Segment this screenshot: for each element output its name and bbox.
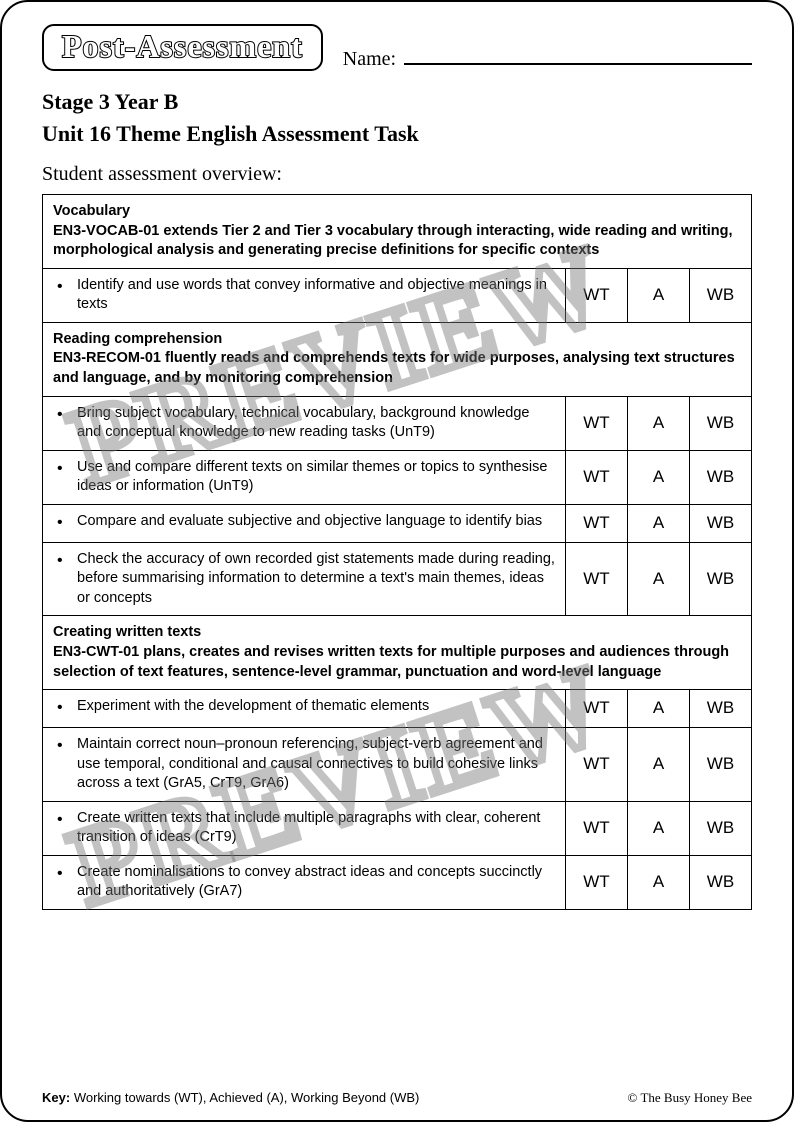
grade-wb[interactable]: WB [689,396,751,450]
grade-wb[interactable]: WB [689,450,751,504]
grade-wt[interactable]: WT [565,855,627,909]
grade-wb[interactable]: WB [689,690,751,728]
overview-heading: Student assessment overview: [42,163,752,186]
name-label: Name: [343,48,396,71]
name-field: Name: [343,45,752,71]
grade-wt[interactable]: WT [565,728,627,802]
section-header-cell: Reading comprehension EN3-RECOM-01 fluen… [43,322,752,396]
grade-wb[interactable]: WB [689,268,751,322]
grade-a[interactable]: A [627,801,689,855]
criterion-row: Maintain correct noun–pronoun referencin… [43,728,752,802]
criterion-row: Check the accuracy of own recorded gist … [43,542,752,616]
header-row: Post-Assessment Name: [42,24,752,71]
section-code: EN3-CWT-01 plans, creates and revises wr… [53,644,729,680]
criterion-row: Compare and evaluate subjective and obje… [43,504,752,542]
grade-a[interactable]: A [627,450,689,504]
criterion-text: Bring subject vocabulary, technical voca… [43,396,566,450]
section-header-row: Reading comprehension EN3-RECOM-01 fluen… [43,322,752,396]
criterion-text: Maintain correct noun–pronoun referencin… [43,728,566,802]
section-title: Creating written texts [53,624,201,640]
criterion-row: Create nominalisations to convey abstrac… [43,855,752,909]
name-blank-line[interactable] [404,45,752,65]
page: Post-Assessment Name: Stage 3 Year B Uni… [0,0,794,1122]
grade-wt[interactable]: WT [565,542,627,616]
section-header-cell: Vocabulary EN3-VOCAB-01 extends Tier 2 a… [43,195,752,269]
criterion-row: Create written texts that include multip… [43,801,752,855]
criterion-text: Create nominalisations to convey abstrac… [43,855,566,909]
section-title: Reading comprehension [53,331,222,347]
criterion-text: Identify and use words that convey infor… [43,268,566,322]
assessment-table: Vocabulary EN3-VOCAB-01 extends Tier 2 a… [42,194,752,910]
criterion-row: Experiment with the development of thema… [43,690,752,728]
copyright: © The Busy Honey Bee [628,1090,752,1106]
criterion-row: Bring subject vocabulary, technical voca… [43,396,752,450]
grade-wt[interactable]: WT [565,450,627,504]
criterion-row: Use and compare different texts on simil… [43,450,752,504]
criterion-row: Identify and use words that convey infor… [43,268,752,322]
grade-a[interactable]: A [627,542,689,616]
grade-wt[interactable]: WT [565,801,627,855]
section-code: EN3-RECOM-01 fluently reads and comprehe… [53,350,735,386]
grade-wb[interactable]: WB [689,504,751,542]
section-header-row: Vocabulary EN3-VOCAB-01 extends Tier 2 a… [43,195,752,269]
unit-heading: Unit 16 Theme English Assessment Task [42,121,752,147]
footer: Key: Working towards (WT), Achieved (A),… [42,1080,752,1106]
grade-a[interactable]: A [627,268,689,322]
key-text-rest: Working towards (WT), Achieved (A), Work… [74,1090,420,1105]
grade-wt[interactable]: WT [565,690,627,728]
grade-a[interactable]: A [627,855,689,909]
grade-wb[interactable]: WB [689,801,751,855]
section-code: EN3-VOCAB-01 extends Tier 2 and Tier 3 v… [53,223,733,259]
grade-wt[interactable]: WT [565,268,627,322]
criterion-text: Use and compare different texts on simil… [43,450,566,504]
assessment-table-body: Vocabulary EN3-VOCAB-01 extends Tier 2 a… [43,195,752,910]
grade-wt[interactable]: WT [565,504,627,542]
grade-wt[interactable]: WT [565,396,627,450]
grade-wb[interactable]: WB [689,855,751,909]
grade-a[interactable]: A [627,396,689,450]
title-badge-text: Post-Assessment [62,28,303,64]
grade-a[interactable]: A [627,728,689,802]
grade-a[interactable]: A [627,690,689,728]
grade-wb[interactable]: WB [689,542,751,616]
title-badge: Post-Assessment [42,24,323,71]
section-header-cell: Creating written texts EN3-CWT-01 plans,… [43,616,752,690]
stage-heading: Stage 3 Year B [42,89,752,115]
grade-wb[interactable]: WB [689,728,751,802]
criterion-text: Compare and evaluate subjective and obje… [43,504,566,542]
section-header-row: Creating written texts EN3-CWT-01 plans,… [43,616,752,690]
section-title: Vocabulary [53,203,130,219]
key-legend: Key: Working towards (WT), Achieved (A),… [42,1090,419,1105]
grade-a[interactable]: A [627,504,689,542]
criterion-text: Check the accuracy of own recorded gist … [43,542,566,616]
criterion-text: Experiment with the development of thema… [43,690,566,728]
criterion-text: Create written texts that include multip… [43,801,566,855]
